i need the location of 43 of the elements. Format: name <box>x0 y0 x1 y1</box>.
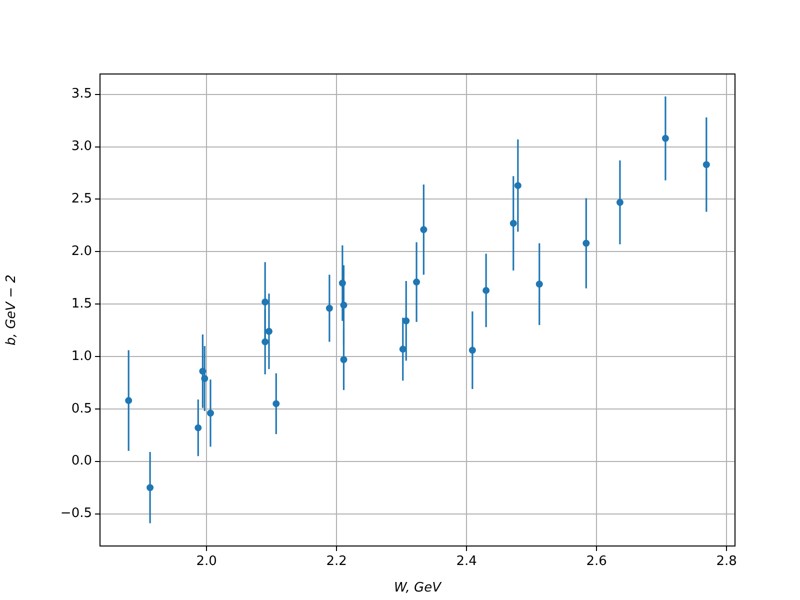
point <box>616 198 624 206</box>
point <box>510 220 517 227</box>
x-tick-label: 2.4 <box>456 554 477 570</box>
point <box>265 328 272 335</box>
y-axis-title: b, GeV − 2 <box>4 274 20 346</box>
y-tick-label: 1.0 <box>71 348 92 364</box>
point <box>340 302 348 309</box>
point <box>482 286 490 294</box>
point <box>338 280 346 287</box>
point <box>420 226 428 234</box>
point <box>468 346 476 354</box>
point <box>340 356 348 364</box>
point <box>194 424 202 432</box>
y-tick-label: 3.5 <box>71 86 92 102</box>
point <box>399 346 406 353</box>
point <box>413 278 420 286</box>
point <box>206 410 214 417</box>
y-tick-label: 0.5 <box>71 401 92 416</box>
x-axis-title: W, GeV <box>394 580 442 596</box>
point <box>582 240 590 247</box>
point <box>662 134 669 142</box>
point <box>262 338 269 346</box>
x-tick-label: 2.0 <box>196 554 217 570</box>
point <box>146 484 154 492</box>
point <box>326 304 333 312</box>
y-tick-label: −0.5 <box>60 506 92 522</box>
y-tick-label: 3.0 <box>71 139 92 154</box>
x-tick-label: 2.8 <box>716 554 737 570</box>
point <box>514 182 522 190</box>
y-tick-label: 0.0 <box>71 454 92 469</box>
point <box>402 317 410 324</box>
point <box>199 368 206 375</box>
y-tick-label: 2.5 <box>71 192 92 207</box>
point <box>272 400 280 408</box>
y-tick-label: 2.0 <box>71 244 92 260</box>
point <box>201 375 208 382</box>
point <box>536 280 543 288</box>
point <box>262 298 269 306</box>
point <box>702 161 710 168</box>
x-tick-label: 2.2 <box>326 554 347 570</box>
x-tick-label: 2.6 <box>586 554 607 570</box>
point <box>125 397 132 404</box>
y-tick-label: 1.5 <box>71 296 92 312</box>
